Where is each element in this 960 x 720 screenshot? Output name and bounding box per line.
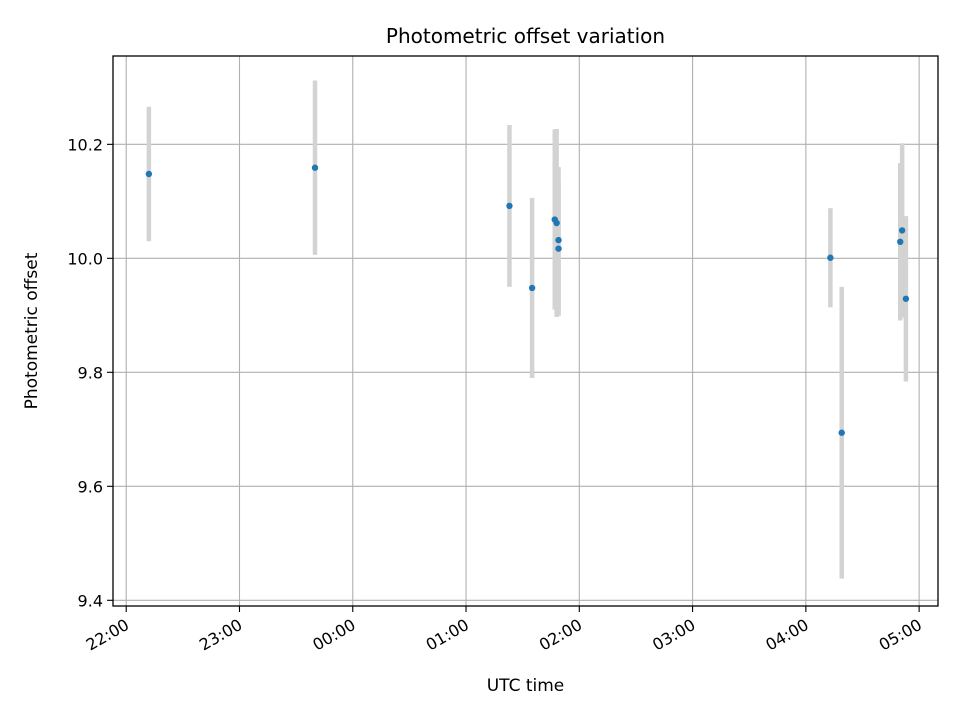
data-point — [145, 170, 153, 178]
x-tick-label: 22:00 — [83, 615, 132, 655]
data-point — [555, 245, 562, 252]
axis-ticks: 22:00 23:00 00:00 01:00 02:00 03:00 04:00 05:00… — [67, 135, 925, 654]
chart-title: Photometric offset variation — [386, 24, 665, 48]
y-tick-label: 10.2 — [67, 135, 103, 154]
x-axis-label: UTC time — [487, 676, 565, 696]
y-axis-label: Photometric offset — [22, 252, 42, 409]
data-point — [898, 227, 906, 234]
data-point — [902, 295, 910, 302]
y-tick-label: 9.6 — [78, 477, 103, 496]
data-point — [553, 219, 560, 227]
y-tick-label: 9.8 — [78, 363, 103, 382]
x-tick-label: 05:00 — [876, 615, 925, 655]
error-bars — [146, 80, 909, 579]
x-tick-label: 01:00 — [423, 615, 472, 655]
y-tick-label: 9.4 — [78, 591, 103, 610]
data-point — [506, 202, 513, 210]
grid — [113, 56, 938, 606]
data-point — [555, 236, 562, 244]
data-points — [145, 164, 910, 436]
data-point — [827, 254, 834, 261]
x-tick-label: 23:00 — [196, 615, 245, 655]
y-tick-label: 10.0 — [67, 249, 103, 268]
x-tick-label: 03:00 — [649, 615, 698, 655]
data-point — [311, 164, 319, 171]
x-tick-label: 02:00 — [536, 615, 585, 655]
data-point — [528, 284, 536, 292]
x-tick-label: 04:00 — [762, 615, 811, 655]
data-point — [838, 429, 845, 436]
x-tick-label: 00:00 — [309, 615, 358, 655]
plot-frame — [112, 55, 939, 607]
data-point — [897, 238, 904, 246]
